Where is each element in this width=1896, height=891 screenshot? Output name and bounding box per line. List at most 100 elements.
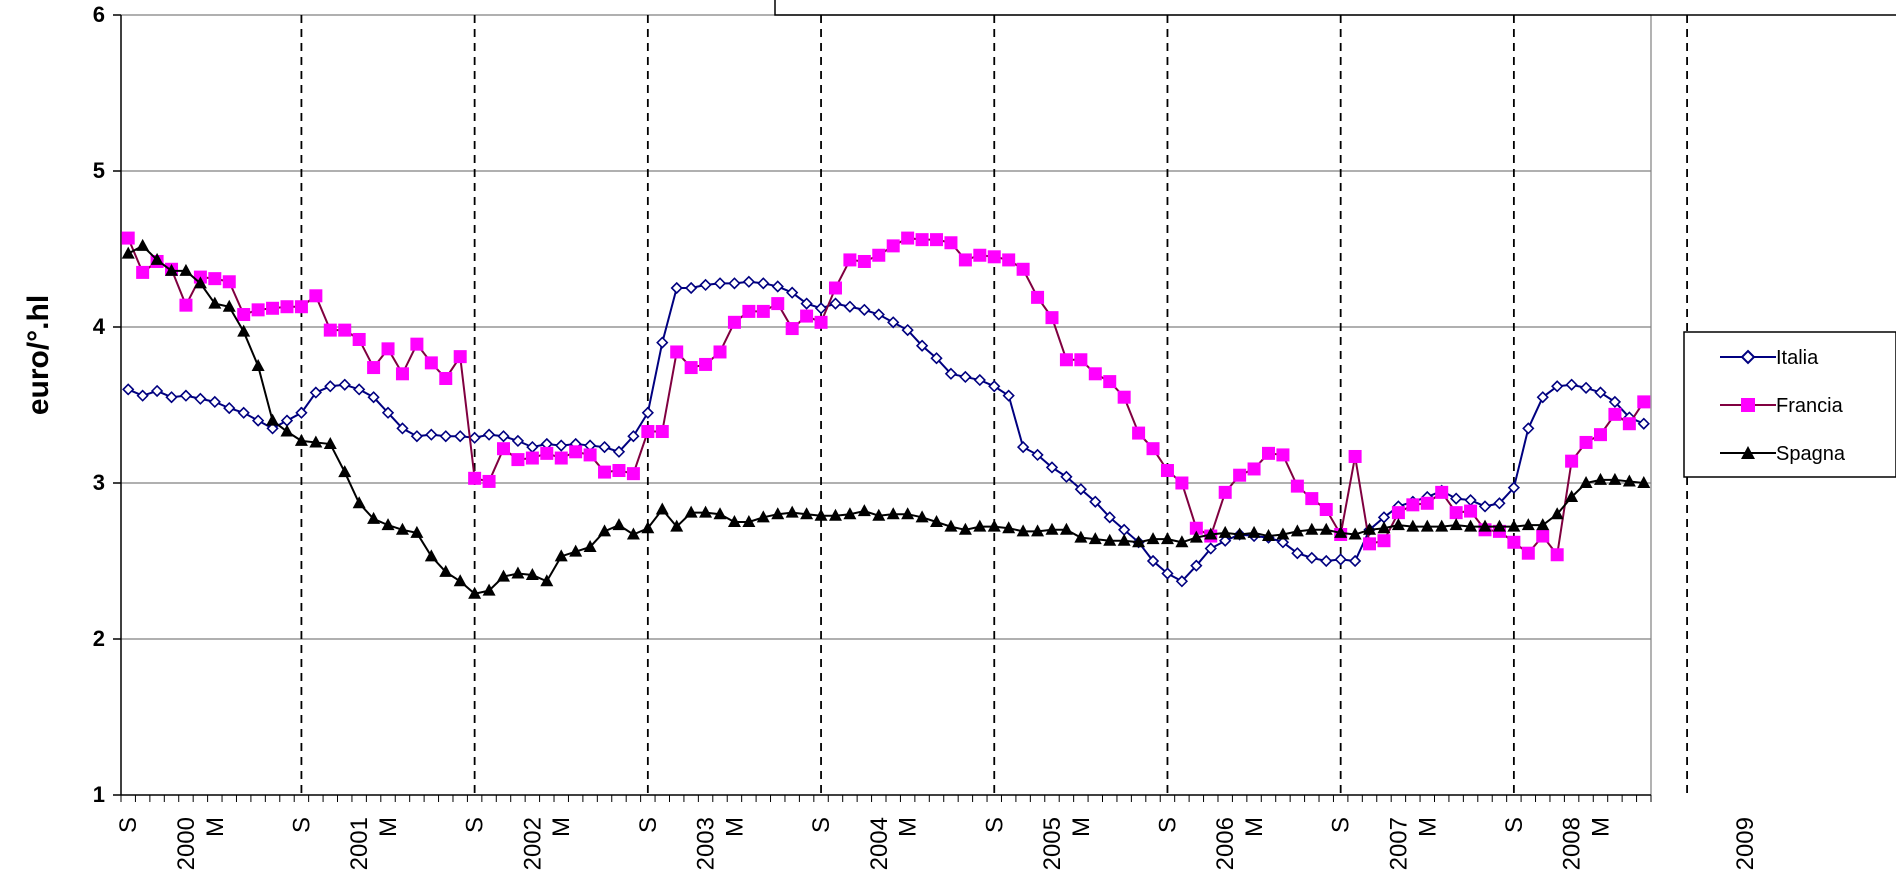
data-point-spagna — [1536, 518, 1550, 531]
x-month-label: S — [808, 817, 835, 833]
data-point-francia — [944, 236, 958, 250]
data-point-francia — [1103, 375, 1117, 389]
data-point-spagna — [1420, 519, 1434, 532]
data-point-italia — [324, 380, 337, 393]
data-point-francia — [1031, 290, 1045, 304]
data-point-spagna — [150, 252, 164, 265]
data-point-francia — [699, 357, 713, 371]
data-point-spagna — [1348, 527, 1362, 540]
data-point-spagna — [886, 507, 900, 520]
data-point-italia — [800, 297, 813, 310]
x-month-label: M — [1414, 817, 1441, 837]
data-point-spagna — [1045, 522, 1059, 535]
data-point-spagna — [165, 263, 179, 276]
data-point-italia — [555, 439, 568, 452]
data-point-francia — [872, 248, 886, 262]
data-point-spagna — [742, 515, 756, 527]
data-point-francia — [901, 231, 915, 245]
data-point-francia — [453, 350, 467, 364]
data-point-spagna — [266, 413, 280, 426]
data-point-spagna — [439, 564, 453, 577]
y-tick-label: 2 — [93, 626, 105, 651]
data-point-spagna — [179, 263, 193, 276]
data-point-francia — [1146, 442, 1160, 456]
data-point-francia — [1521, 546, 1535, 560]
data-point-spagna — [727, 515, 741, 527]
x-month-label: M — [202, 817, 229, 837]
data-point-italia — [843, 300, 857, 313]
series-spagna — [121, 238, 1651, 599]
data-point-italia — [1608, 395, 1622, 409]
data-point-francia — [843, 253, 857, 267]
data-point-francia — [1637, 395, 1651, 409]
data-point-spagna — [1363, 522, 1377, 535]
data-point-francia — [222, 275, 236, 289]
data-point-francia — [655, 425, 669, 439]
data-point-spagna — [424, 549, 438, 562]
data-point-francia — [915, 233, 929, 247]
data-point-spagna — [554, 549, 568, 562]
data-point-spagna — [309, 435, 323, 448]
data-point-francia — [323, 323, 337, 337]
data-point-spagna — [540, 574, 554, 587]
x-month-label: S — [635, 817, 662, 833]
data-point-spagna — [626, 527, 640, 540]
data-point-italia — [1551, 380, 1564, 393]
data-point-francia — [1406, 498, 1420, 512]
data-point-italia — [872, 308, 885, 321]
data-point-italia — [627, 430, 640, 443]
data-point-italia — [1146, 554, 1160, 568]
data-point-francia — [497, 442, 510, 456]
data-point-spagna — [1059, 522, 1073, 535]
legend-label-spagna: Spagna — [1776, 443, 1846, 465]
data-point-francia — [1088, 367, 1102, 381]
data-point-francia — [1622, 417, 1636, 431]
data-point-francia — [1319, 503, 1333, 517]
data-point-francia — [958, 253, 972, 267]
data-point-spagna — [1507, 519, 1521, 532]
data-point-francia — [1132, 426, 1146, 440]
data-point-francia — [280, 300, 294, 314]
data-point-italia — [1190, 559, 1203, 572]
y-axis-title: euro/°.hl — [22, 295, 55, 415]
legend-box — [1683, 331, 1896, 478]
data-point-italia — [309, 386, 322, 399]
data-point-italia — [1565, 378, 1578, 391]
data-point-italia — [1045, 461, 1059, 474]
data-point-italia — [266, 422, 279, 435]
data-point-spagna — [1276, 527, 1290, 540]
data-point-italia — [237, 406, 250, 419]
data-point-francia — [1608, 407, 1622, 421]
data-point-francia — [886, 239, 900, 253]
data-point-italia — [1291, 547, 1304, 560]
data-point-francia — [439, 371, 453, 385]
data-point-spagna — [843, 507, 857, 520]
data-point-italia — [295, 406, 308, 419]
data-point-spagna — [1247, 525, 1261, 538]
data-point-francia — [1189, 521, 1203, 535]
y-tick-label: 4 — [93, 314, 106, 339]
data-point-spagna — [338, 465, 352, 478]
data-point-spagna — [1305, 522, 1319, 535]
data-point-spagna — [294, 433, 308, 446]
data-point-francia — [1160, 464, 1174, 478]
data-point-spagna — [367, 511, 381, 524]
data-point-francia — [1536, 529, 1550, 543]
data-point-italia — [1320, 554, 1333, 568]
data-point-italia — [1637, 417, 1650, 430]
data-point-italia — [641, 406, 654, 419]
data-point-francia — [771, 297, 785, 311]
data-point-italia — [1493, 497, 1506, 510]
data-point-francia — [482, 474, 496, 488]
data-point-spagna — [222, 299, 236, 312]
data-point-italia — [1060, 470, 1073, 483]
data-point-francia — [1420, 496, 1434, 510]
data-point-italia — [1103, 511, 1116, 524]
x-month-label: S — [462, 817, 489, 833]
data-point-francia — [1002, 253, 1016, 267]
data-point-spagna — [1160, 532, 1174, 545]
data-point-spagna — [771, 507, 785, 520]
legend-item-italia: Italia — [1720, 347, 1819, 369]
data-point-francia — [525, 451, 539, 465]
